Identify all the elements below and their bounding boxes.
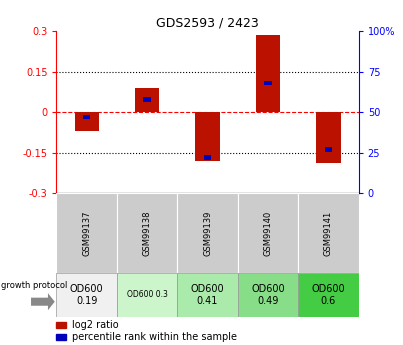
Text: GSM99139: GSM99139 [203,210,212,256]
FancyArrow shape [31,293,55,310]
Text: GSM99141: GSM99141 [324,210,333,256]
Text: growth protocol: growth protocol [1,280,68,289]
Bar [298,193,359,273]
Bar [117,273,177,317]
Bar [177,193,238,273]
Bar [135,88,159,112]
Text: percentile rank within the sample: percentile rank within the sample [72,333,237,343]
Bar [177,273,238,317]
Text: GSM99140: GSM99140 [264,210,272,256]
Bar [75,112,99,131]
Text: OD600
0.41: OD600 0.41 [191,284,224,306]
Bar [56,322,66,328]
Title: GDS2593 / 2423: GDS2593 / 2423 [156,17,259,30]
Bar [238,273,298,317]
Bar [238,193,298,273]
Bar [143,97,151,101]
Bar [264,80,272,85]
Bar [56,193,117,273]
Bar [117,193,177,273]
Bar [204,155,211,160]
Text: OD600
0.49: OD600 0.49 [251,284,285,306]
Bar [298,273,359,317]
Bar [56,273,117,317]
Text: GSM99137: GSM99137 [82,210,91,256]
Bar [256,35,280,112]
Bar [325,147,332,152]
Text: log2 ratio: log2 ratio [72,321,118,331]
Bar [83,115,90,119]
Text: OD600
0.6: OD600 0.6 [312,284,345,306]
Bar [316,112,341,164]
Text: OD600 0.3: OD600 0.3 [127,290,168,299]
Bar [195,112,220,161]
Bar [56,334,66,340]
Text: GSM99138: GSM99138 [143,210,152,256]
Text: OD600
0.19: OD600 0.19 [70,284,104,306]
